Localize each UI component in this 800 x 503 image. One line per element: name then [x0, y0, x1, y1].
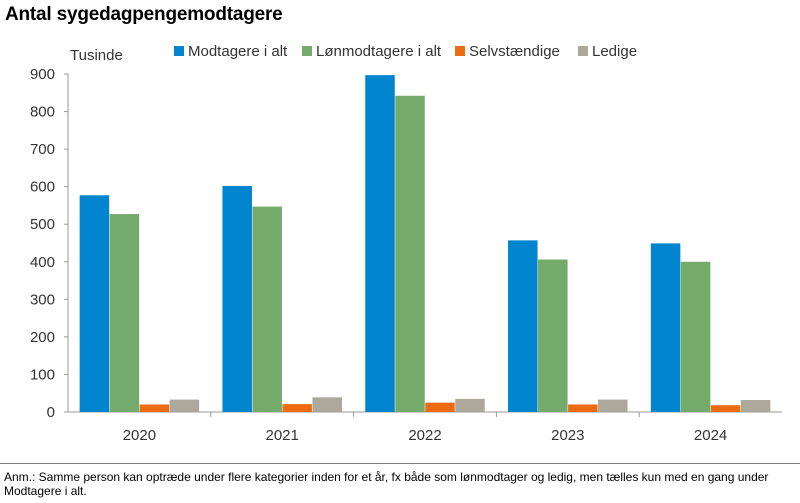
- bar-2024-series-3: [710, 405, 741, 412]
- y-tick-label: 0: [47, 404, 55, 421]
- legend-swatch-3: [455, 46, 465, 56]
- bar-2021-series-3: [282, 404, 312, 412]
- bar-2023-series-3: [568, 404, 598, 412]
- y-tick-label: 100: [30, 366, 55, 383]
- y-tick-label: 400: [30, 254, 55, 271]
- y-axis-label: Tusinde: [70, 47, 123, 64]
- legend-label-1: Modtagere i alt: [188, 43, 288, 60]
- bar-2020-series-4: [169, 399, 200, 412]
- y-tick-label: 500: [30, 216, 55, 233]
- y-tick-label: 900: [30, 66, 55, 83]
- bar-2024-series-1: [650, 243, 681, 412]
- bar-2021-series-4: [312, 397, 342, 412]
- legend-label-4: Ledige: [592, 43, 637, 60]
- bar-2024-series-4: [740, 399, 771, 412]
- x-tick-label: 2023: [551, 427, 584, 444]
- legend-swatch-2: [302, 46, 312, 56]
- bar-2021-series-1: [222, 185, 252, 412]
- bar-2023-series-4: [598, 399, 628, 412]
- x-tick-label: 2024: [694, 427, 727, 444]
- bar-2020-series-1: [79, 195, 110, 412]
- footnote: Anm.: Samme person kan optræde under fle…: [4, 470, 769, 498]
- chart-title: Antal sygedagpengemodtagere: [5, 4, 283, 25]
- y-tick-label: 700: [30, 141, 55, 158]
- x-tick-label: 2020: [123, 427, 156, 444]
- x-tick-label: 2022: [408, 427, 441, 444]
- y-tick-label: 600: [30, 179, 55, 196]
- y-tick-label: 800: [30, 104, 55, 121]
- y-tick-label: 300: [30, 291, 55, 308]
- legend-label-3: Selvstændige: [469, 43, 560, 60]
- bar-2022-series-1: [365, 75, 395, 413]
- legend-label-2: Lønmodtagere i alt: [316, 43, 442, 60]
- legend-swatch-1: [174, 46, 184, 56]
- bar-2022-series-3: [425, 402, 455, 412]
- bar-chart: Tusinde 0 100 200 300 400 500 600 700 800 900 2020 2…: [30, 43, 782, 444]
- y-tick-label: 200: [30, 329, 55, 346]
- bar-2020-series-2: [109, 214, 140, 412]
- bar-2021-series-2: [252, 206, 282, 412]
- x-tick-label: 2021: [266, 427, 299, 444]
- bar-2022-series-2: [395, 95, 425, 412]
- bar-2023-series-1: [508, 240, 538, 412]
- bar-2022-series-4: [455, 398, 485, 412]
- bar-2023-series-2: [538, 259, 568, 412]
- bar-2024-series-2: [680, 261, 711, 412]
- legend-swatch-4: [578, 46, 588, 56]
- footnote-divider: [0, 463, 800, 464]
- bar-2020-series-3: [139, 404, 170, 412]
